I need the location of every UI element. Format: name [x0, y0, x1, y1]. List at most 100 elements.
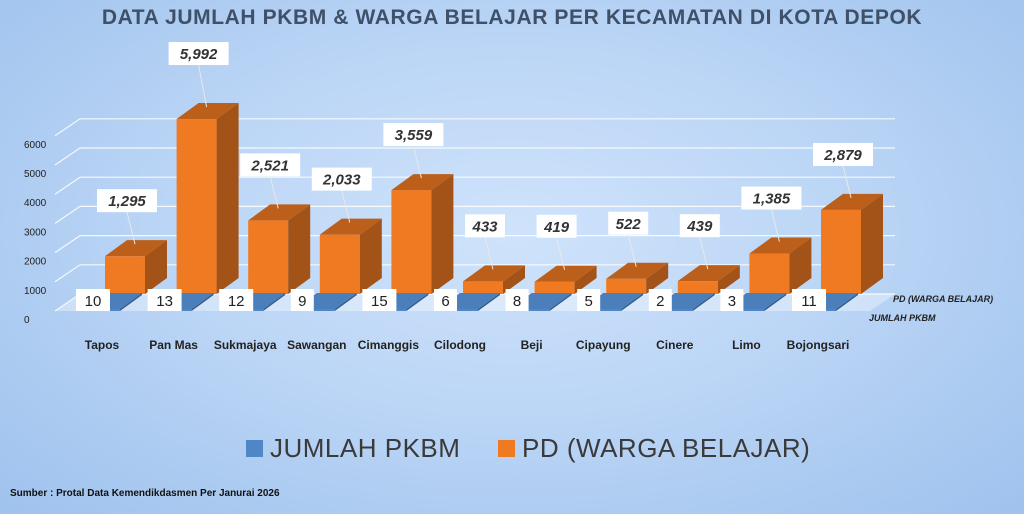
bar-pd-side	[789, 237, 812, 294]
pd-value-label: 2,033	[322, 172, 361, 189]
callout-box	[741, 186, 802, 210]
bar-pd-top	[606, 262, 669, 279]
bar-pd-side	[717, 265, 740, 294]
y-tick-label: 4000	[24, 198, 47, 209]
pkbm-value-label: 6	[441, 293, 449, 310]
source-note: Sumber : Protal Data Kemendikdasmen Per …	[10, 488, 280, 499]
callout-leader	[770, 209, 780, 242]
bar-pd-front	[749, 253, 790, 294]
bar-pd-side	[145, 240, 167, 294]
callout-box	[168, 42, 229, 66]
category-label: Sawangan	[287, 338, 346, 352]
bar-pd-side	[288, 204, 311, 294]
bar-pd-side	[574, 265, 597, 294]
bar-pd-side	[861, 193, 883, 294]
bar-pd-front	[821, 209, 861, 294]
pd-value-label: 1,385	[753, 191, 791, 208]
pkbm-value-box	[648, 289, 672, 311]
pkbm-value-label: 10	[85, 293, 102, 310]
pkbm-value-label: 15	[371, 293, 388, 310]
bars-pkbm: 10 13 12 9 15 6 8 5 2 3 11	[76, 289, 858, 311]
series-depth-label-pd: PD (WARGA BELAJAR)	[893, 294, 993, 304]
pd-value-label: 5,992	[180, 46, 218, 63]
pd-value-label: 1,295	[108, 193, 146, 210]
category-label: Bojongsari	[787, 338, 850, 352]
bar-pd-front	[391, 190, 432, 294]
callout-box	[311, 167, 372, 191]
pkbm-value-box	[720, 289, 744, 311]
y-tick-label: 3000	[24, 227, 47, 238]
legend-label-pd: PD (WARGA BELAJAR)	[522, 433, 810, 463]
pkbm-value-box	[76, 289, 110, 311]
y-tick-label: 2000	[24, 257, 47, 268]
pd-value-label: 439	[686, 218, 713, 235]
legend-swatch-pd	[498, 440, 515, 457]
pd-value-label: 2,879	[823, 147, 862, 164]
callout-box	[679, 214, 720, 238]
bar-pd-side	[646, 262, 669, 294]
gridline	[54, 235, 895, 254]
category-label: Sukmajaya	[214, 338, 277, 352]
pd-value-label: 433	[471, 218, 498, 235]
bar-pkbm-front	[438, 309, 478, 311]
category-label: Limo	[732, 338, 761, 352]
bar-pkbm-side	[692, 293, 715, 311]
category-label: Cilodong	[434, 338, 486, 352]
bar-pkbm-side	[621, 293, 644, 311]
bar-pd-top	[749, 237, 812, 254]
series-depth-label-pkbm: JUMLAH PKBM	[869, 313, 936, 323]
callout-box	[383, 123, 444, 147]
pkbm-value-label: 11	[801, 293, 817, 310]
bar-pkbm-front	[509, 309, 550, 311]
bar-pd-front	[176, 119, 217, 294]
category-label: Cimanggis	[358, 338, 420, 352]
y-tick-label: 5000	[24, 169, 47, 180]
bar-pd-front	[463, 281, 503, 294]
bar-pkbm-side	[764, 293, 787, 311]
category-label: Pan Mas	[149, 338, 198, 352]
category-label: Cipayung	[576, 338, 631, 352]
pkbm-value-box	[434, 289, 457, 311]
bar-pd-top	[319, 218, 382, 235]
gridline	[54, 205, 895, 224]
category-label: Beji	[521, 338, 543, 352]
pd-value-label: 522	[616, 216, 642, 233]
bar-pkbm-front	[294, 309, 335, 311]
legend: JUMLAH PKBM PD (WARGA BELAJAR)	[246, 433, 810, 463]
pkbm-value-label: 3	[728, 293, 736, 310]
bar-pd-top	[677, 265, 740, 282]
bar-pd-top	[463, 265, 525, 282]
legend-swatch-pkbm	[246, 440, 263, 457]
chart-title: DATA JUMLAH PKBM & WARGA BELAJAR PER KEC…	[101, 6, 923, 29]
gridline	[54, 118, 895, 137]
bar-pd-top	[821, 193, 883, 210]
bar-pkbm-front	[652, 309, 693, 311]
pkbm-value-label: 12	[228, 293, 245, 310]
bar-pd-side	[216, 103, 239, 294]
bar-pkbm-side	[334, 293, 357, 311]
callout-leader	[198, 64, 208, 108]
bar-pd-front	[606, 278, 647, 294]
callout-leader	[699, 237, 709, 270]
bar-pkbm-side	[191, 293, 214, 311]
y-tick-label: 1000	[24, 286, 47, 297]
bar-pd-front	[677, 281, 718, 294]
bar-pd-side	[503, 265, 525, 294]
bar-pd-front	[534, 281, 575, 294]
callout-box	[97, 189, 157, 213]
bar-pd-top	[248, 204, 311, 221]
callout-box	[465, 214, 505, 238]
gridline	[54, 176, 895, 195]
bar-pd-top	[176, 103, 239, 120]
callout-box	[536, 214, 577, 238]
gridline	[54, 147, 895, 166]
bar-pd-top	[391, 174, 454, 191]
pkbm-value-box	[147, 289, 182, 311]
bar-pd-top	[105, 240, 167, 257]
pkbm-value-box	[219, 289, 254, 311]
bar-pd-front	[248, 220, 289, 294]
bar-pd-top	[534, 265, 597, 282]
bar-pd-front	[105, 256, 145, 294]
y-tick-label: 0	[24, 315, 30, 326]
